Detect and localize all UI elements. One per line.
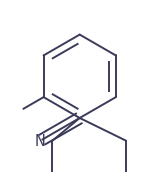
Text: N: N — [34, 134, 45, 149]
